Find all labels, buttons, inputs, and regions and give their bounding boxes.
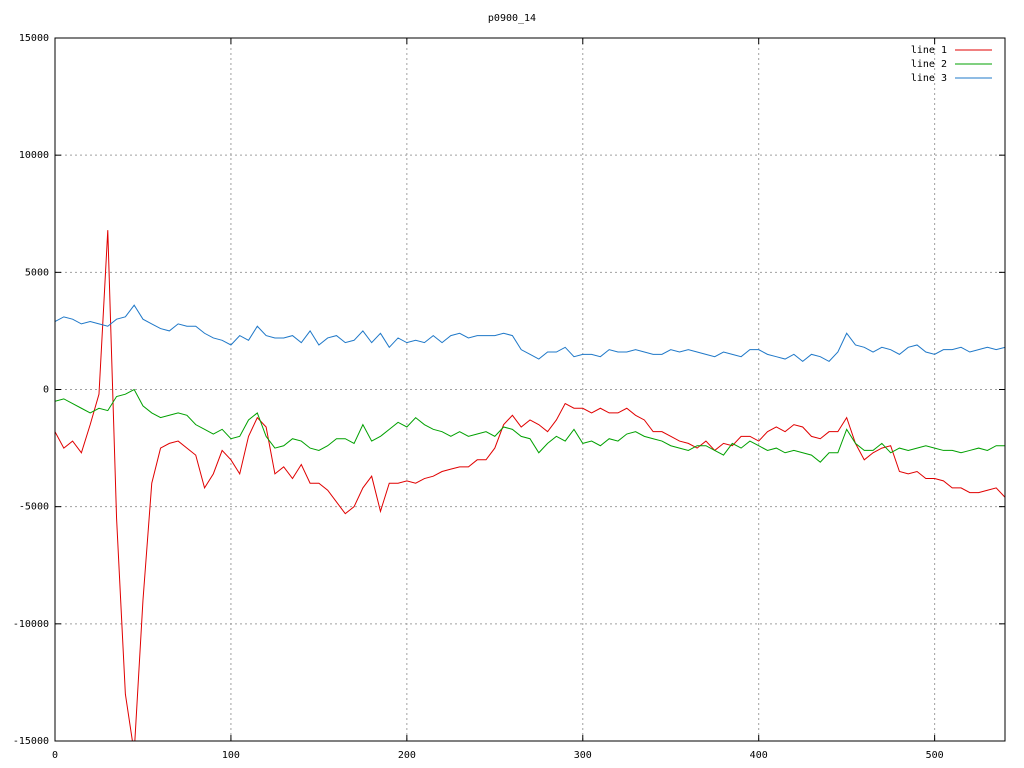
y-tick-label: -15000 [13, 736, 49, 747]
x-tick-label: 300 [574, 750, 592, 761]
y-tick-label: 0 [43, 385, 49, 396]
y-tick-label: 15000 [19, 33, 49, 44]
x-tick-label: 500 [926, 750, 944, 761]
x-tick-label: 100 [222, 750, 240, 761]
legend-label: line 3 [911, 73, 947, 84]
x-tick-label: 200 [398, 750, 416, 761]
x-tick-label: 400 [750, 750, 768, 761]
data-line [55, 388, 1005, 463]
grid [54, 37, 1005, 742]
legend: line 1 line 2 line 3 [911, 45, 992, 84]
plot-area [55, 230, 1005, 741]
y-tick-label: 5000 [25, 267, 49, 278]
x-tick-label: 0 [52, 750, 58, 761]
chart-title: p0900_14 [488, 13, 536, 24]
legend-label: line 2 [911, 59, 947, 70]
y-tick-label: -10000 [13, 619, 49, 630]
data-line [55, 304, 1005, 363]
y-tick-label: -5000 [19, 502, 49, 513]
y-tick-label: 10000 [19, 150, 49, 161]
legend-label: line 1 [911, 45, 947, 56]
data-line [55, 230, 1005, 741]
